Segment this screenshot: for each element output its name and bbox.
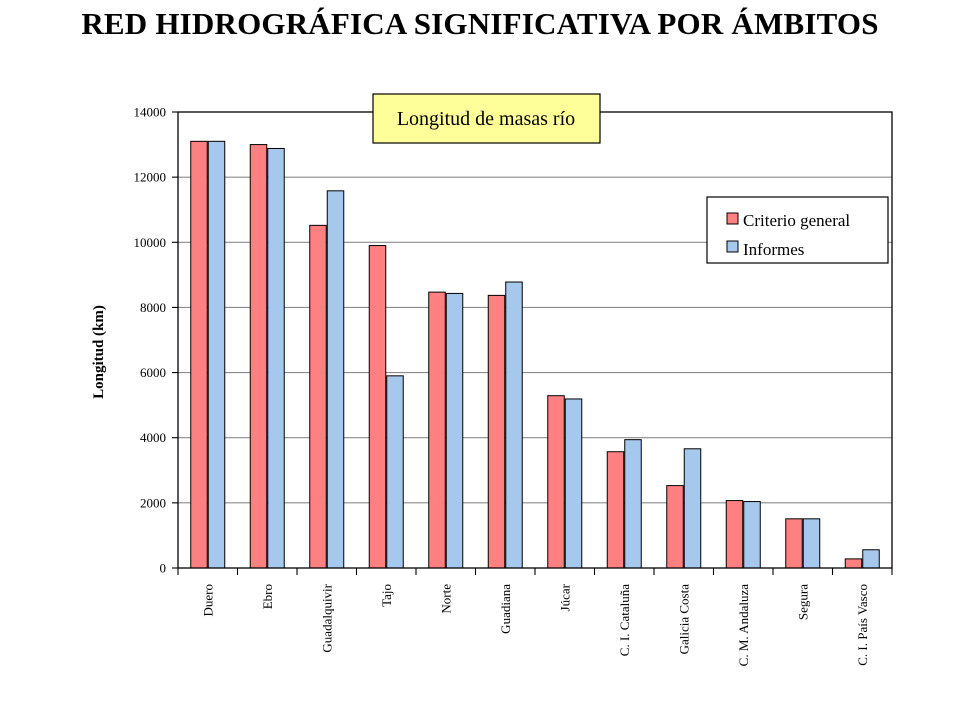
bar-criterio	[309, 224, 327, 569]
bar-criterio	[666, 485, 684, 569]
x-category-label: Duero	[200, 584, 215, 617]
y-tick-label: 6000	[140, 365, 166, 380]
legend-label-informes: Informes	[743, 240, 804, 259]
bar-criterio	[785, 518, 803, 569]
legend-swatch-informes	[726, 240, 739, 253]
bar-informes	[743, 501, 761, 569]
chart-title: Longitud de masas río	[397, 108, 575, 130]
bar-criterio	[249, 144, 268, 569]
bar-criterio	[190, 140, 208, 569]
bar-informes	[386, 375, 404, 569]
bar-informes	[326, 190, 345, 569]
bar-informes	[564, 398, 583, 569]
bar-informes	[862, 549, 880, 569]
bar-informes	[505, 281, 523, 569]
bar-criterio	[844, 558, 863, 569]
y-tick-label: 14000	[134, 105, 167, 120]
x-category-label: Segura	[795, 584, 810, 620]
y-axis-title: Longitud (km)	[91, 305, 107, 399]
plot-area	[178, 112, 892, 568]
y-tick-label: 2000	[140, 495, 166, 510]
x-category-label: Tajo	[379, 584, 394, 607]
bar-criterio	[725, 500, 744, 569]
bar-criterio	[487, 294, 506, 569]
legend-label-criterio: Criterio general	[743, 211, 850, 230]
labels: 0 2000 4000 6000 8000 10000 12000 14000 Duero Ebr…	[134, 105, 870, 667]
x-category-label: Ebro	[260, 584, 275, 609]
y-tick-label: 4000	[140, 430, 166, 445]
y-tick-label: 10000	[134, 235, 167, 250]
x-category-label: Guadalquivir	[319, 583, 334, 652]
x-category-label: C. M. Andaluza	[736, 584, 751, 667]
gridlines	[178, 111, 892, 568]
x-category-label: Galicia Costa	[676, 584, 691, 655]
bar-informes	[624, 439, 642, 569]
bar-informes	[445, 292, 464, 569]
bar-criterio	[606, 451, 625, 569]
bar-informes	[207, 140, 226, 569]
y-tick-label: 8000	[140, 300, 166, 315]
bar-informes	[267, 147, 285, 569]
x-category-label: C. I. País Vasco	[855, 584, 870, 666]
legend-swatch-criterio	[726, 212, 739, 225]
legend: Criterio general Informes	[706, 196, 889, 264]
bar-criterio	[547, 395, 565, 569]
chart-title-box: Longitud de masas río	[372, 93, 601, 144]
bar-criterio	[428, 291, 446, 569]
bar-criterio	[368, 245, 387, 569]
x-category-label: Júcar	[557, 583, 572, 611]
bar-informes	[802, 518, 821, 569]
x-category-label: Norte	[438, 584, 453, 614]
x-category-label: Guadiana	[498, 584, 513, 634]
bars	[190, 140, 880, 569]
y-tick-label: 12000	[134, 170, 167, 185]
y-tick-label: 0	[160, 561, 167, 576]
page-title: RED HIDROGRÁFICA SIGNIFICATIVA POR ÁMBIT…	[81, 6, 879, 41]
x-category-label: C. I. Cataluña	[617, 584, 632, 656]
bar-informes	[683, 448, 702, 569]
